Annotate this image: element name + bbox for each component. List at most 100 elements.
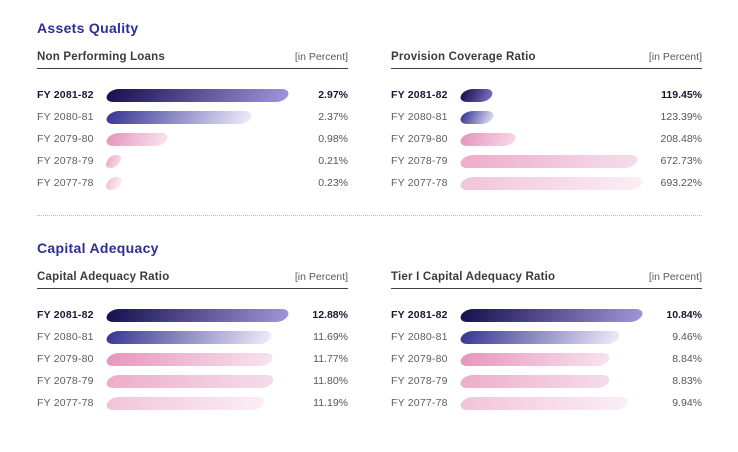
row-label: FY 2081-82 [37, 89, 94, 101]
bar-track [104, 396, 288, 410]
row-label: FY 2080-81 [391, 331, 448, 343]
chart-row-fy-2081-82: FY 2081-82 2.97% [37, 84, 348, 106]
bar-track [458, 352, 642, 366]
bar [458, 352, 612, 366]
row-value: 8.84% [672, 353, 702, 365]
row-value: 119.45% [661, 89, 702, 101]
bar [458, 88, 496, 102]
chart-row-fy-2080-81: FY 2080-81 2.37% [37, 106, 348, 128]
chart-title: Tier I Capital Adequacy Ratio [391, 271, 556, 283]
row-value: 11.77% [313, 353, 348, 365]
bar-track [104, 374, 288, 388]
chart-row-fy-2077-78: FY 2077-78 693.22% [391, 172, 702, 194]
chart-non-performing-loans: Non Performing Loans [in Percent] FY 208… [37, 51, 348, 194]
bar [458, 330, 622, 344]
row-value: 2.37% [318, 111, 348, 123]
section-capital-adequacy: Capital Adequacy Capital Adequacy Ratio … [37, 240, 702, 414]
row-label: FY 2079-80 [391, 133, 448, 145]
row-value: 0.23% [318, 177, 348, 189]
chart-row-fy-2077-78: FY 2077-78 11.19% [37, 392, 348, 414]
bar [104, 176, 124, 190]
row-value: 12.88% [312, 309, 348, 321]
row-label: FY 2077-78 [37, 397, 94, 409]
row-label: FY 2081-82 [391, 89, 448, 101]
section-title-assets-quality: Assets Quality [37, 20, 139, 36]
row-label: FY 2077-78 [391, 177, 448, 189]
chart-row-fy-2079-80: FY 2079-80 11.77% [37, 348, 348, 370]
bar [104, 396, 268, 410]
bar [104, 88, 291, 102]
row-label: FY 2079-80 [37, 133, 94, 145]
bar-track [104, 352, 288, 366]
row-label: FY 2079-80 [391, 353, 448, 365]
chart-row-fy-2081-82: FY 2081-82 12.88% [37, 304, 348, 326]
chart-row-fy-2078-79: FY 2078-79 0.21% [37, 150, 348, 172]
chart-row-fy-2079-80: FY 2079-80 208.48% [391, 128, 702, 150]
chart-row-fy-2077-78: FY 2077-78 9.94% [391, 392, 702, 414]
chart-capital-adequacy-ratio: Capital Adequacy Ratio [in Percent] FY 2… [37, 271, 348, 414]
bar [458, 374, 612, 388]
bar [104, 330, 275, 344]
chart-row-fy-2078-79: FY 2078-79 672.73% [391, 150, 702, 172]
chart-rows: FY 2081-82 2.97% FY 2080-81 2.37% FY 207… [37, 84, 348, 194]
charts-row-assets-quality: Non Performing Loans [in Percent] FY 208… [37, 51, 702, 194]
row-value: 693.22% [660, 177, 702, 189]
row-value: 8.83% [672, 375, 702, 387]
row-label: FY 2078-79 [391, 375, 448, 387]
chart-rows: FY 2081-82 12.88% FY 2080-81 11.69% FY 2… [37, 304, 348, 414]
bar-track [104, 110, 288, 124]
row-label: FY 2081-82 [391, 309, 448, 321]
row-value: 2.97% [318, 89, 348, 101]
chart-row-fy-2081-82: FY 2081-82 119.45% [391, 84, 702, 106]
chart-header: Provision Coverage Ratio [in Percent] [391, 51, 702, 69]
bar-track [104, 308, 291, 322]
row-value: 11.80% [313, 375, 348, 387]
chart-title: Non Performing Loans [37, 51, 165, 63]
unit-label: [in Percent] [294, 51, 348, 63]
unit-label: [in Percent] [294, 271, 348, 283]
bar-track [104, 88, 291, 102]
chart-header: Non Performing Loans [in Percent] [37, 51, 348, 69]
charts-row-capital-adequacy: Capital Adequacy Ratio [in Percent] FY 2… [37, 271, 702, 414]
bar [104, 352, 276, 366]
row-label: FY 2078-79 [37, 375, 94, 387]
bar [104, 308, 291, 322]
section-title-capital-adequacy: Capital Adequacy [37, 240, 159, 256]
bar-track [458, 176, 645, 190]
section-assets-quality: Assets Quality Non Performing Loans [in … [37, 20, 702, 194]
bar [458, 308, 645, 322]
bar-track [458, 110, 642, 124]
bar [104, 374, 276, 388]
chart-header: Tier I Capital Adequacy Ratio [in Percen… [391, 271, 702, 289]
bar [458, 110, 497, 124]
chart-title: Provision Coverage Ratio [391, 51, 536, 63]
unit-label: [in Percent] [648, 271, 702, 283]
bar-track [458, 396, 642, 410]
row-label: FY 2077-78 [37, 177, 94, 189]
row-value: 672.73% [660, 155, 702, 167]
bar [458, 132, 519, 146]
chart-row-fy-2080-81: FY 2080-81 9.46% [391, 326, 702, 348]
row-label: FY 2080-81 [37, 111, 94, 123]
row-value: 11.19% [313, 397, 348, 409]
chart-row-fy-2077-78: FY 2077-78 0.23% [37, 172, 348, 194]
section-divider [37, 215, 702, 216]
chart-tier-1-capital-adequacy-ratio: Tier I Capital Adequacy Ratio [in Percen… [391, 271, 702, 414]
chart-row-fy-2081-82: FY 2081-82 10.84% [391, 304, 702, 326]
bar-track [458, 154, 642, 168]
row-value: 208.48% [660, 133, 702, 145]
unit-label: [in Percent] [648, 51, 702, 63]
row-value: 9.46% [672, 331, 702, 343]
row-label: FY 2081-82 [37, 309, 94, 321]
bar-track [458, 308, 645, 322]
row-label: FY 2079-80 [37, 353, 94, 365]
row-value: 123.39% [660, 111, 702, 123]
row-value: 0.21% [318, 155, 348, 167]
row-label: FY 2080-81 [391, 111, 448, 123]
chart-title: Capital Adequacy Ratio [37, 271, 170, 283]
bar-track [104, 154, 288, 168]
row-label: FY 2077-78 [391, 397, 448, 409]
chart-row-fy-2079-80: FY 2079-80 8.84% [391, 348, 702, 370]
chart-row-fy-2080-81: FY 2080-81 123.39% [391, 106, 702, 128]
bar-track [458, 330, 642, 344]
